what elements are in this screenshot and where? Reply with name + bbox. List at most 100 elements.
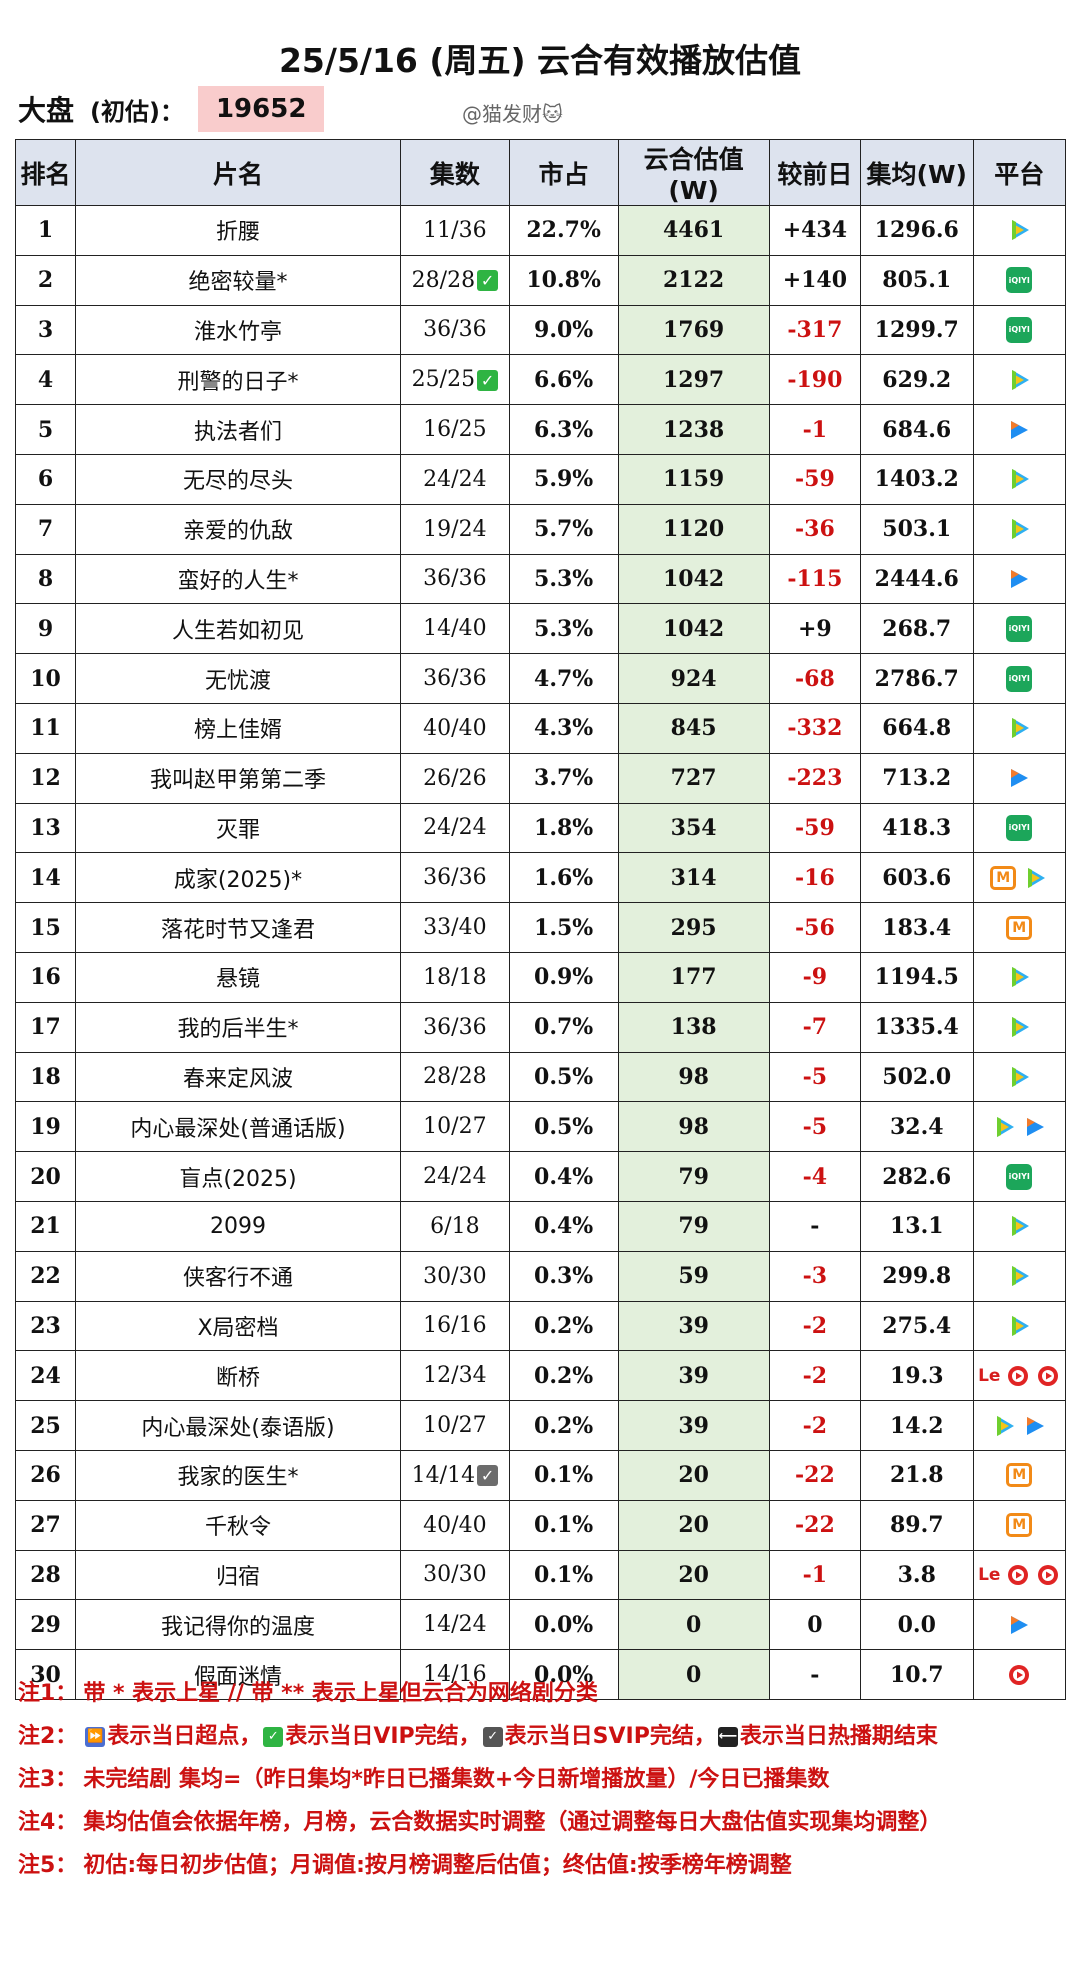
change-cell: -115 — [768, 553, 862, 605]
rank-cell: 24 — [15, 1350, 76, 1402]
share-cell: 0.7% — [508, 1001, 619, 1053]
estimate-cell: 138 — [617, 1001, 770, 1053]
estimate-cell: 924 — [617, 653, 770, 704]
episodes-cell: 25/25 ✓ — [400, 354, 510, 406]
episodes-cell: 36/36 — [400, 653, 510, 704]
table-row: 14 成家(2025)* 36/36 1.6% 314 -16 603.6 M — [15, 852, 1066, 904]
episodes-value: 24/24 — [423, 1164, 487, 1190]
episodes-value: 28/28 — [423, 1064, 487, 1090]
rank-cell: 25 — [15, 1400, 76, 1451]
check-green-icon: ✓ — [477, 270, 499, 292]
episodes-cell: 10/27 — [400, 1101, 510, 1153]
table-row: 7 亲爱的仇敌 19/24 5.7% 1120 -36 503.1 — [15, 503, 1066, 555]
youku-icon — [1011, 769, 1029, 788]
note-5: 注5： 初估:每日初步估值；月调值:按月榜调整后估值；终估值:按季榜年榜调整 — [18, 1844, 1068, 1887]
average-cell: 2444.6 — [860, 553, 974, 605]
table-row: 10 无忧渡 36/36 4.7% 924 -68 2786.7 iQIYI — [15, 653, 1066, 704]
episodes-value: 14/16 — [423, 1662, 487, 1687]
rank-cell: 13 — [15, 802, 76, 854]
platform-icons — [974, 1014, 1066, 1040]
platform-icons: M — [974, 865, 1066, 891]
table-row: 29 我记得你的温度 14/24 0.0% 0 0 0.0 — [15, 1599, 1066, 1651]
tencent-video-icon — [1012, 1266, 1030, 1287]
episodes-cell: 28/28 ✓ — [400, 254, 510, 306]
platform-cell: iQIYI — [972, 802, 1066, 854]
rank-cell: 15 — [15, 902, 76, 953]
note-label: 注3： — [18, 1767, 78, 1792]
title-cell: 2099 — [75, 1200, 401, 1252]
episodes-value: 36/36 — [423, 666, 487, 692]
title-cell: 执法者们 — [75, 404, 401, 455]
title-cell: 春来定风波 — [75, 1051, 401, 1103]
episodes-cell: 18/18 — [400, 951, 510, 1003]
title-cell: 刑警的日子* — [75, 354, 401, 406]
platform-cell — [972, 1001, 1066, 1053]
episodes-cell: 30/30 — [400, 1549, 510, 1601]
average-cell: 0.0 — [860, 1599, 974, 1651]
episodes-value: 18/18 — [423, 964, 487, 990]
episodes-cell: 24/24 — [400, 1151, 510, 1202]
episodes-cell: 40/40 — [400, 1499, 510, 1551]
rank-cell: 21 — [15, 1200, 76, 1252]
title-cell: 断桥 — [75, 1350, 401, 1402]
table-row: 8 蛮好的人生* 36/36 5.3% 1042 -115 2444.6 — [15, 553, 1066, 605]
platform-cell — [972, 1051, 1066, 1103]
change-cell: -3 — [768, 1250, 862, 1302]
episodes-value: 10/27 — [423, 1413, 487, 1439]
change-cell: -4 — [768, 1151, 862, 1202]
platform-icons — [974, 1213, 1066, 1239]
end-icon: ⟵ — [717, 1727, 738, 1747]
title-cell: 我叫赵甲第第二季 — [75, 752, 401, 804]
platform-icons: Le — [974, 1364, 1066, 1388]
estimate-cell: 1297 — [617, 354, 770, 406]
platform-cell — [972, 354, 1066, 406]
episodes-value: 11/36 — [423, 217, 487, 243]
estimate-cell: 39 — [617, 1350, 770, 1402]
change-cell: - — [768, 1649, 862, 1700]
note-text: 带 * 表示上星 // 带 ** 表示上星但云合为网络剧分类 — [83, 1681, 598, 1706]
tencent-video-icon — [1012, 369, 1030, 390]
table-row: 9 人生若如初见 14/40 5.3% 1042 +9 268.7 iQIYI — [15, 603, 1066, 655]
share-cell: 0.4% — [508, 1151, 619, 1202]
table-row: 22 侠客行不通 30/30 0.3% 59 -3 299.8 — [15, 1250, 1066, 1302]
platform-cell: iQIYI — [972, 304, 1066, 356]
episodes-cell: 36/36 — [400, 852, 510, 904]
estimate-cell: 0 — [617, 1649, 770, 1700]
rank-cell: 11 — [15, 702, 76, 754]
estimate-cell: 20 — [617, 1549, 770, 1601]
share-cell: 9.0% — [508, 304, 619, 356]
title-cell: 淮水竹亭 — [75, 304, 401, 356]
platform-icons — [974, 1263, 1066, 1289]
note-4: 注4： 集均估值会依据年榜，月榜，云合数据实时调整（通过调整每日大盘估值实现集均调… — [18, 1801, 1068, 1844]
table-row: 1 折腰 11/36 22.7% 4461 +434 1296.6 — [15, 205, 1066, 256]
change-cell: +9 — [768, 603, 862, 655]
episodes-cell: 14/24 — [400, 1599, 510, 1651]
change-cell: -59 — [768, 802, 862, 854]
episodes-cell: 36/36 — [400, 304, 510, 356]
average-cell: 282.6 — [860, 1151, 974, 1202]
platform-icons: iQIYI — [974, 615, 1066, 642]
platform-icons — [974, 567, 1066, 591]
letv-icon: Le — [978, 1564, 1001, 1585]
table-row: 11 榜上佳婿 40/40 4.3% 845 -332 664.8 — [15, 702, 1066, 754]
rank-cell: 7 — [15, 503, 76, 555]
change-cell: -22 — [768, 1499, 862, 1551]
title-cell: 亲爱的仇敌 — [75, 503, 401, 555]
change-cell: -317 — [768, 304, 862, 356]
rank-cell: 19 — [15, 1101, 76, 1153]
note-text: 表示当日超点， — [107, 1724, 262, 1749]
table-row: 3 淮水竹亭 36/36 9.0% 1769 -317 1299.7 iQIYI — [15, 304, 1066, 356]
youku-icon — [1011, 569, 1029, 588]
notes-section: 注1：带 * 表示上星 // 带 ** 表示上星但云合为网络剧分类 注2： ⏩ 表示… — [18, 1672, 1068, 1887]
episodes-cell: 12/34 — [400, 1350, 510, 1402]
platform-icons: M — [974, 1513, 1066, 1538]
share-cell: 1.8% — [508, 802, 619, 854]
change-cell: -7 — [768, 1001, 862, 1053]
rank-cell: 1 — [15, 205, 76, 256]
table-row: 17 我的后半生* 36/36 0.7% 138 -7 1335.4 — [15, 1001, 1066, 1053]
estimate-cell: 59 — [617, 1250, 770, 1302]
title-cell: 归宿 — [75, 1549, 401, 1601]
platform-icons — [974, 1313, 1066, 1339]
share-cell: 0.2% — [508, 1300, 619, 1352]
episodes-value: 36/36 — [423, 566, 487, 592]
